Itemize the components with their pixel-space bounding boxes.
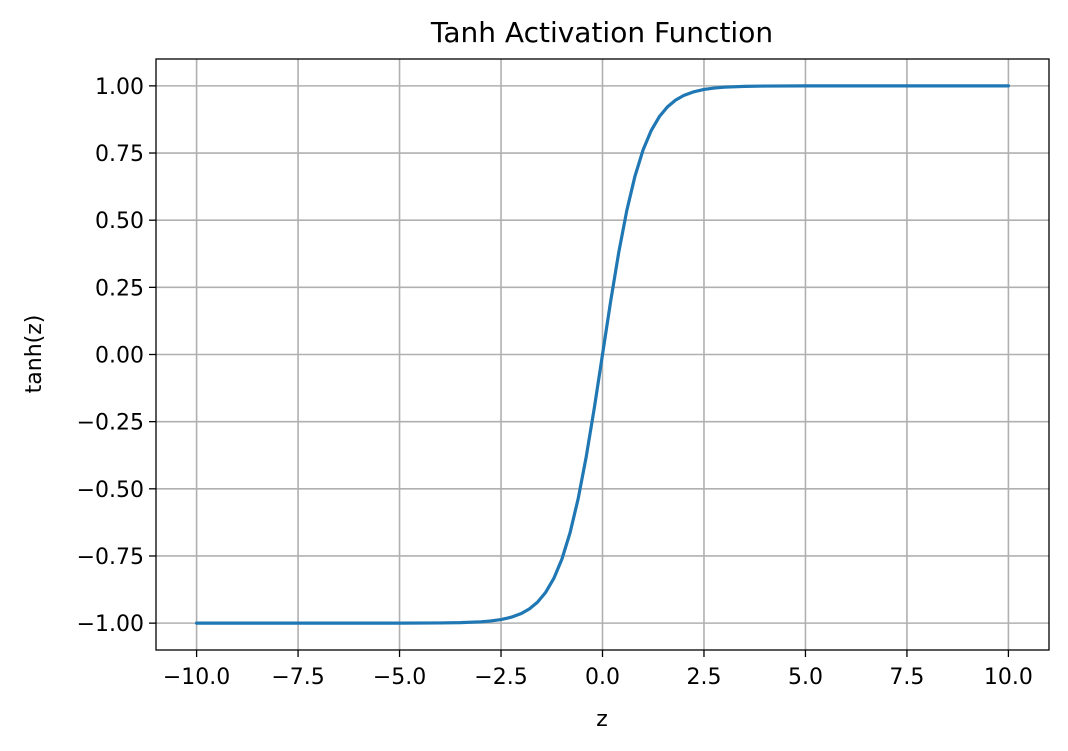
x-tick-label: 0.0 bbox=[585, 665, 620, 690]
y-tick-label: −0.75 bbox=[77, 545, 144, 570]
y-tick-label: 0.75 bbox=[95, 142, 144, 167]
x-tick-label: 7.5 bbox=[889, 665, 924, 690]
y-tick-label: −1.00 bbox=[77, 612, 144, 637]
y-tick-label: 0.00 bbox=[95, 344, 144, 369]
x-tick-label: 2.5 bbox=[686, 665, 721, 690]
x-tick-label: 10.0 bbox=[984, 665, 1033, 690]
tick-layer: −10.0 −7.5 −5.0 −2.5 0.0 2.5 5.0 7.5 10.0 −1.00 −0… bbox=[77, 75, 1033, 690]
chart-title: Tanh Activation Function bbox=[430, 16, 773, 49]
series-layer bbox=[194, 84, 1011, 625]
x-tick-label: −5.0 bbox=[373, 665, 426, 690]
y-tick-label: −0.25 bbox=[77, 411, 144, 436]
x-tick-label: −7.5 bbox=[271, 665, 324, 690]
y-tick-label: 0.25 bbox=[95, 276, 144, 301]
y-tick-label: 1.00 bbox=[95, 75, 144, 100]
y-tick-label: 0.50 bbox=[95, 209, 144, 234]
y-axis-label: tanh(z) bbox=[22, 315, 47, 394]
tanh-curve-line bbox=[194, 84, 1011, 625]
x-tick-label: 5.0 bbox=[788, 665, 823, 690]
x-tick-label: −10.0 bbox=[163, 665, 230, 690]
x-tick-label: −2.5 bbox=[474, 665, 527, 690]
y-tick-label: −0.50 bbox=[77, 478, 144, 503]
x-axis-label: z bbox=[596, 707, 608, 732]
